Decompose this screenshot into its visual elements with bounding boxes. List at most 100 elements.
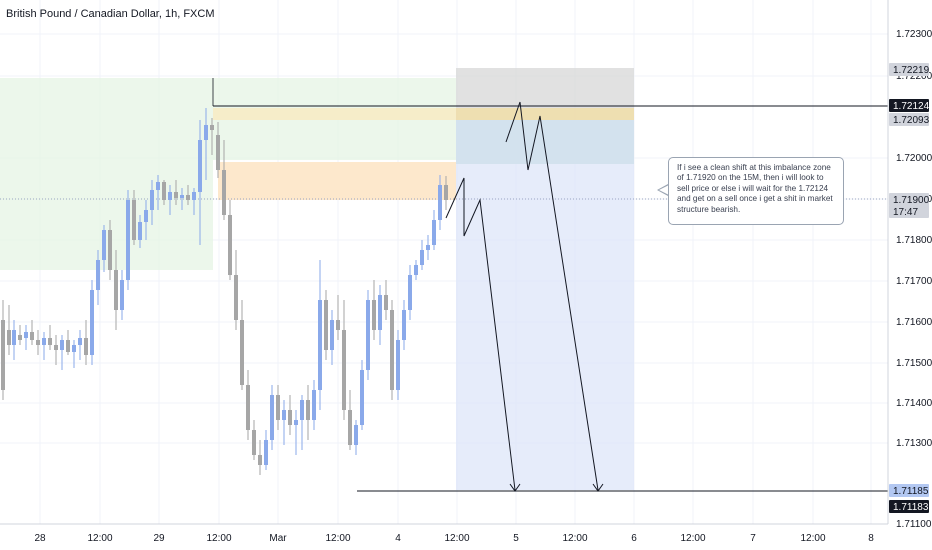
candle-body xyxy=(324,300,328,350)
candle-body xyxy=(348,410,352,445)
candle-body xyxy=(150,190,154,210)
candle-body xyxy=(372,300,376,330)
candle-body xyxy=(336,320,340,330)
candle-body xyxy=(24,332,28,338)
candle-body xyxy=(240,320,244,385)
candle-body xyxy=(216,135,220,170)
candle-body xyxy=(354,425,358,445)
candle-body xyxy=(402,310,406,340)
reward-zone xyxy=(456,164,634,490)
candle-body xyxy=(270,395,274,440)
time-tick-label: 12:00 xyxy=(206,533,231,544)
candle-body xyxy=(48,338,52,345)
price-tick-label: 1.71700 xyxy=(896,276,932,287)
time-tick-label: 6 xyxy=(631,533,637,544)
candle-body xyxy=(12,330,16,345)
candle-body xyxy=(378,295,382,330)
candle-body xyxy=(330,320,334,350)
candle-body xyxy=(186,195,190,200)
candles xyxy=(1,108,448,475)
candle-body xyxy=(288,410,292,425)
candle-body xyxy=(162,182,166,200)
candle-body xyxy=(246,385,250,430)
time-axis[interactable]: 28 12:00 29 12:00 Mar 12:00 4 12:00 5 12:00 6 12:00… xyxy=(34,533,874,544)
arrowhead-1 xyxy=(509,483,521,492)
candle-body xyxy=(126,200,130,280)
candle-body xyxy=(300,400,304,420)
price-tag-label: 1.72219 xyxy=(893,65,930,76)
candle-body xyxy=(192,192,196,200)
candle-body xyxy=(426,245,430,250)
price-tick-label: 1.72000 xyxy=(896,153,932,164)
candle-body xyxy=(18,335,22,340)
time-tick-label: 5 xyxy=(513,533,519,544)
zones xyxy=(0,68,888,490)
candle-body xyxy=(264,440,268,465)
candle-body xyxy=(42,338,46,345)
candle-body xyxy=(168,192,172,200)
time-tick-label: 12:00 xyxy=(800,533,825,544)
candle-body xyxy=(282,410,286,420)
candle-body xyxy=(312,390,316,420)
imbalance-zone xyxy=(218,162,456,200)
candle-body xyxy=(1,320,5,390)
candle-body xyxy=(438,185,442,220)
candle-body xyxy=(132,200,136,240)
candle-body xyxy=(96,260,100,290)
candle-body xyxy=(114,270,118,310)
price-axis[interactable]: 1.72300 1.72200 1.72000 1.71900 1.71800 1.717… xyxy=(896,29,932,530)
candle-body xyxy=(444,185,448,200)
price-tag xyxy=(889,99,929,112)
price-tag xyxy=(889,193,929,206)
candle-body xyxy=(258,455,262,465)
price-tick-label: 1.71500 xyxy=(896,358,932,369)
price-tag-label: 1.71185 xyxy=(893,486,929,497)
candle-body xyxy=(390,310,394,390)
risk-zone-band xyxy=(456,108,634,120)
risk-zone xyxy=(456,68,634,108)
candle-body xyxy=(72,345,76,352)
risk-zone-blue xyxy=(456,120,634,164)
candle-body xyxy=(90,290,94,355)
time-tick-label: 12:00 xyxy=(325,533,350,544)
price-tag xyxy=(889,484,929,497)
candle-body xyxy=(180,195,184,198)
price-tag-label: 1.71183 xyxy=(893,502,929,513)
price-tick-label: 1.71400 xyxy=(896,398,932,409)
time-tick-label: 29 xyxy=(153,533,165,544)
time-tick-label: 12:00 xyxy=(87,533,112,544)
candle-body xyxy=(138,222,142,240)
time-tick-label: 4 xyxy=(395,533,401,544)
candle-body xyxy=(396,340,400,390)
candle-body xyxy=(420,250,424,265)
candle-body xyxy=(102,230,106,260)
candle-body xyxy=(120,280,124,310)
candle-body xyxy=(294,420,298,425)
candle-body xyxy=(36,340,40,345)
candle-body xyxy=(84,338,88,355)
candle-body xyxy=(306,400,310,420)
candle-body xyxy=(384,295,388,310)
price-tag-label: 1.72093 xyxy=(893,115,930,126)
zone-upper-band xyxy=(213,108,456,120)
candle-body xyxy=(78,338,82,345)
candle-body xyxy=(174,192,178,198)
note-tail-inner xyxy=(659,185,669,195)
candle-body xyxy=(252,430,256,455)
price-tag xyxy=(889,113,929,126)
time-tick-label: 12:00 xyxy=(562,533,587,544)
projection-path-2 xyxy=(505,101,599,491)
time-tick-label: 8 xyxy=(868,533,874,544)
candle-body xyxy=(210,125,214,130)
price-tick-label: 1.72300 xyxy=(896,29,932,40)
annotation-note[interactable]: If i see a clean shift at this imbalance… xyxy=(668,157,844,225)
demand-zone-left xyxy=(0,78,213,270)
chart-title: British Pound / Canadian Dollar, 1h, FXC… xyxy=(6,8,215,20)
candle-body xyxy=(30,332,34,340)
price-tick-label: 1.71300 xyxy=(896,438,932,449)
price-tag-label: 1.71900 xyxy=(893,195,930,206)
price-tag xyxy=(889,500,929,513)
candle-body xyxy=(144,210,148,222)
